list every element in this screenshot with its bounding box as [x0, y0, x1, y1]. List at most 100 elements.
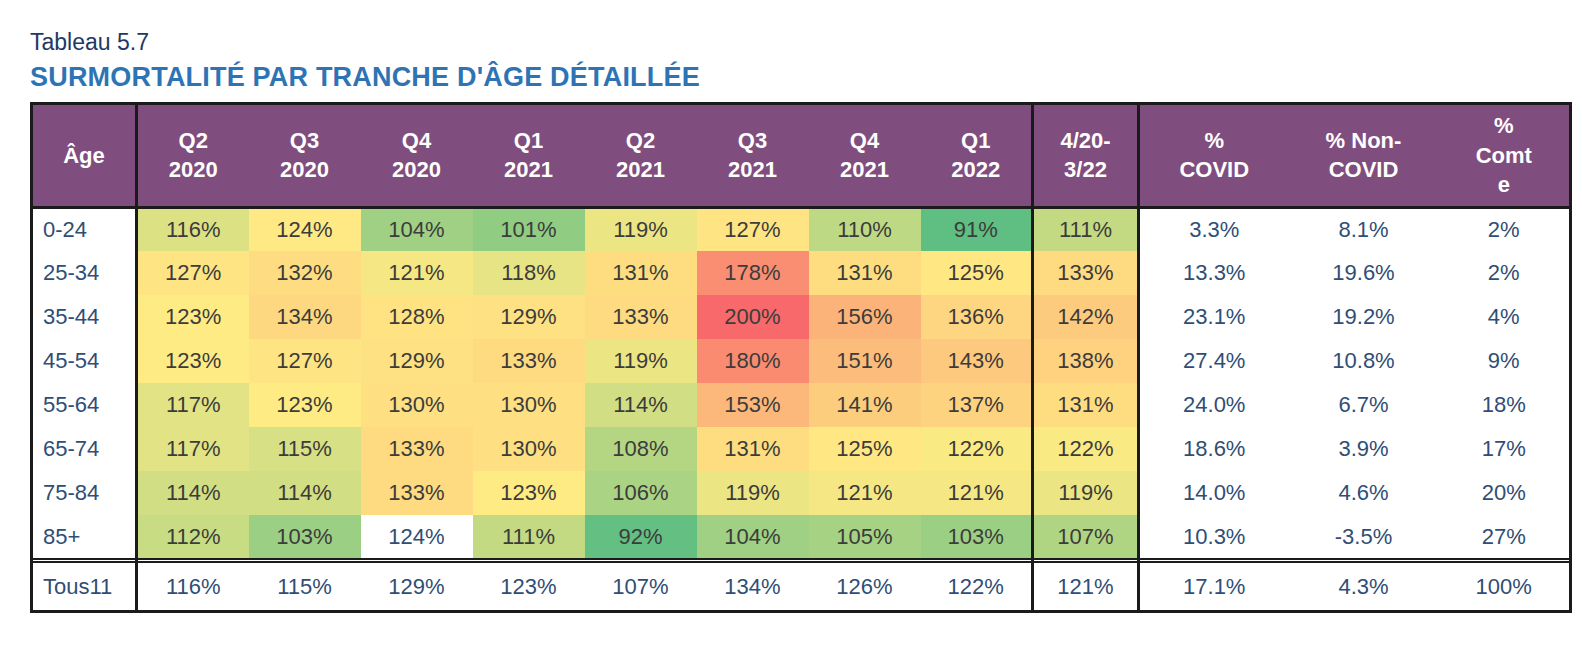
pct-non-covid-cell: 4.6%: [1289, 471, 1439, 515]
column-header-cumul: 4/20- 3/22: [1033, 103, 1139, 207]
heatmap-cell: 91%: [921, 207, 1033, 251]
pct-comte-cell: 20%: [1439, 471, 1571, 515]
pct-non-covid-cell: 19.2%: [1289, 295, 1439, 339]
heatmap-cell: 104%: [697, 515, 809, 559]
column-header-q4_2021: Q4 2021: [809, 103, 921, 207]
column-header-q4_2020: Q4 2020: [361, 103, 473, 207]
column-header-pct_non_covid: % Non- COVID: [1289, 103, 1439, 207]
heatmap-cell: 118%: [473, 251, 585, 295]
heatmap-cell: 127%: [697, 207, 809, 251]
heatmap-cell: 115%: [249, 427, 361, 471]
column-header-q1_2021: Q1 2021: [473, 103, 585, 207]
heatmap-cell: 124%: [249, 207, 361, 251]
heatmap-cell: 108%: [585, 427, 697, 471]
cumulative-cell: 142%: [1033, 295, 1139, 339]
pct-non-covid-cell: 3.9%: [1289, 427, 1439, 471]
heatmap-cell: 130%: [473, 383, 585, 427]
header-row: ÂgeQ2 2020Q3 2020Q4 2020Q1 2021Q2 2021Q3…: [32, 103, 1571, 207]
heatmap-cell: 114%: [137, 471, 249, 515]
heatmap-cell: 131%: [809, 251, 921, 295]
heatmap-cell: 131%: [697, 427, 809, 471]
pct-comte-cell: 2%: [1439, 207, 1571, 251]
heatmap-cell: 134%: [697, 562, 809, 611]
row-label: 65-74: [32, 427, 137, 471]
row-label: 85+: [32, 515, 137, 559]
heatmap-cell: 123%: [249, 383, 361, 427]
heatmap-cell: 101%: [473, 207, 585, 251]
table-number: Tableau 5.7: [30, 30, 1582, 55]
pct-covid-cell: 23.1%: [1139, 295, 1289, 339]
row-label: 0-24: [32, 207, 137, 251]
column-header-pct_comte: % Comt e: [1439, 103, 1571, 207]
heatmap-cell: 119%: [585, 339, 697, 383]
heatmap-cell: 116%: [137, 562, 249, 611]
heatmap-cell: 116%: [137, 207, 249, 251]
cumulative-cell: 111%: [1033, 207, 1139, 251]
pct-comte-cell: 9%: [1439, 339, 1571, 383]
cumulative-cell: 121%: [1033, 562, 1139, 611]
pct-comte-cell: 17%: [1439, 427, 1571, 471]
pct-covid-cell: 10.3%: [1139, 515, 1289, 559]
heatmap-cell: 153%: [697, 383, 809, 427]
heatmap-cell: 121%: [809, 471, 921, 515]
pct-non-covid-cell: 19.6%: [1289, 251, 1439, 295]
heatmap-cell: 122%: [921, 562, 1033, 611]
heatmap-cell: 121%: [921, 471, 1033, 515]
heatmap-cell: 123%: [137, 295, 249, 339]
heatmap-cell: 130%: [473, 427, 585, 471]
row-label: 35-44: [32, 295, 137, 339]
heatmap-cell: 126%: [809, 562, 921, 611]
heatmap-cell: 129%: [361, 562, 473, 611]
table-body: 0-24116%124%104%101%119%127%110%91%111%3…: [32, 207, 1571, 611]
table-row: 85+112%103%124%111%92%104%105%103%107%10…: [32, 515, 1571, 559]
heatmap-cell: 104%: [361, 207, 473, 251]
heatmap-cell: 143%: [921, 339, 1033, 383]
pct-non-covid-cell: 4.3%: [1289, 562, 1439, 611]
table-row: 35-44123%134%128%129%133%200%156%136%142…: [32, 295, 1571, 339]
cumulative-cell: 119%: [1033, 471, 1139, 515]
heatmap-cell: 115%: [249, 562, 361, 611]
heatmap-cell: 156%: [809, 295, 921, 339]
table-row: 75-84114%114%133%123%106%119%121%121%119…: [32, 471, 1571, 515]
table-row: 45-54123%127%129%133%119%180%151%143%138…: [32, 339, 1571, 383]
pct-comte-cell: 18%: [1439, 383, 1571, 427]
heatmap-cell: 178%: [697, 251, 809, 295]
heatmap-cell: 129%: [473, 295, 585, 339]
pct-comte-cell: 2%: [1439, 251, 1571, 295]
heatmap-cell: 92%: [585, 515, 697, 559]
row-label: 75-84: [32, 471, 137, 515]
table-row: 65-74117%115%133%130%108%131%125%122%122…: [32, 427, 1571, 471]
heatmap-cell: 141%: [809, 383, 921, 427]
heatmap-cell: 130%: [361, 383, 473, 427]
pct-covid-cell: 14.0%: [1139, 471, 1289, 515]
heatmap-cell: 107%: [585, 562, 697, 611]
pct-non-covid-cell: -3.5%: [1289, 515, 1439, 559]
heatmap-cell: 123%: [137, 339, 249, 383]
heatmap-cell: 180%: [697, 339, 809, 383]
heatmap-cell: 110%: [809, 207, 921, 251]
column-header-q1_2022: Q1 2022: [921, 103, 1033, 207]
row-label: 55-64: [32, 383, 137, 427]
heatmap-cell: 127%: [249, 339, 361, 383]
table-row: 55-64117%123%130%130%114%153%141%137%131…: [32, 383, 1571, 427]
column-header-q3_2021: Q3 2021: [697, 103, 809, 207]
heatmap-cell: 134%: [249, 295, 361, 339]
pct-covid-cell: 17.1%: [1139, 562, 1289, 611]
cumulative-cell: 107%: [1033, 515, 1139, 559]
heatmap-cell: 129%: [361, 339, 473, 383]
heatmap-cell: 133%: [473, 339, 585, 383]
heatmap-cell: 151%: [809, 339, 921, 383]
heatmap-cell: 121%: [361, 251, 473, 295]
row-label: 25-34: [32, 251, 137, 295]
heatmap-cell: 125%: [921, 251, 1033, 295]
pct-comte-cell: 100%: [1439, 562, 1571, 611]
table-row: 25-34127%132%121%118%131%178%131%125%133…: [32, 251, 1571, 295]
surmortality-heatmap-table: ÂgeQ2 2020Q3 2020Q4 2020Q1 2021Q2 2021Q3…: [30, 102, 1572, 613]
pct-covid-cell: 3.3%: [1139, 207, 1289, 251]
table-header: ÂgeQ2 2020Q3 2020Q4 2020Q1 2021Q2 2021Q3…: [32, 103, 1571, 207]
heatmap-cell: 127%: [137, 251, 249, 295]
heatmap-cell: 133%: [585, 295, 697, 339]
pct-covid-cell: 13.3%: [1139, 251, 1289, 295]
heatmap-cell: 200%: [697, 295, 809, 339]
document-page: Tableau 5.7 SURMORTALITÉ PAR TRANCHE D'Â…: [0, 0, 1582, 613]
